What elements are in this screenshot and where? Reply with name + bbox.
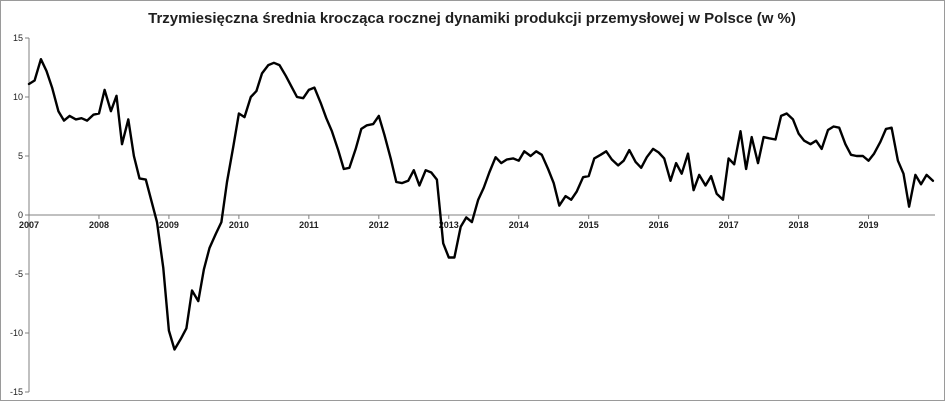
- series-group: [27, 58, 935, 351]
- y-tick-label: -15: [10, 387, 23, 397]
- x-tick-label: 2017: [719, 220, 739, 230]
- y-axis: 15 10 5 0 -5 -10 -15: [10, 33, 30, 397]
- x-tick-label: 2012: [369, 220, 389, 230]
- x-tick-label: 2009: [159, 220, 179, 230]
- y-tick-label: 5: [18, 151, 23, 161]
- y-tick-label: -10: [10, 328, 23, 338]
- x-tick-label: 2019: [859, 220, 879, 230]
- x-tick-label: 2008: [89, 220, 109, 230]
- y-tick-label: 15: [13, 33, 23, 43]
- y-tick-label: 10: [13, 92, 23, 102]
- x-tick-label: 2013: [439, 220, 459, 230]
- x-tick-label: 2011: [299, 220, 319, 230]
- series-line: [27, 58, 935, 351]
- x-tick-label: 2016: [649, 220, 669, 230]
- x-tick-label: 2007: [19, 220, 39, 230]
- x-tick-label: 2018: [789, 220, 809, 230]
- x-tick-label: 2014: [509, 220, 529, 230]
- x-axis: 2007 2008 2009 2010 2011 2012 2013 2014 2015 2016…: [19, 214, 935, 230]
- x-tick-label: 2015: [579, 220, 599, 230]
- y-tick-label: -5: [15, 269, 23, 279]
- x-tick-label: 2010: [229, 220, 249, 230]
- y-tick-label: 0: [18, 210, 23, 220]
- chart-title: Trzymiesięczna średnia krocząca rocznej …: [148, 10, 796, 27]
